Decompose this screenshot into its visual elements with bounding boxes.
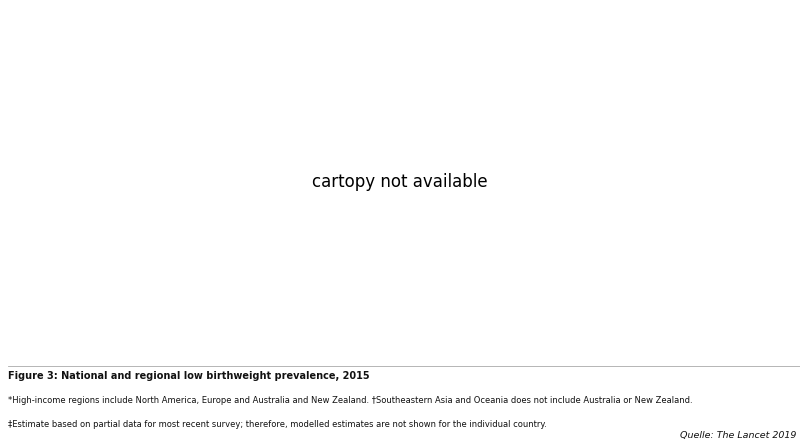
Text: ‡Estimate based on partial data for most recent survey; therefore, modelled esti: ‡Estimate based on partial data for most…	[8, 420, 546, 429]
Text: cartopy not available: cartopy not available	[312, 173, 488, 191]
Text: *High-income regions include North America, Europe and Australia and New Zealand: *High-income regions include North Ameri…	[8, 396, 693, 404]
Text: Quelle: The Lancet 2019: Quelle: The Lancet 2019	[680, 431, 796, 440]
Text: Figure 3: National and regional low birthweight prevalence, 2015: Figure 3: National and regional low birt…	[8, 371, 370, 381]
